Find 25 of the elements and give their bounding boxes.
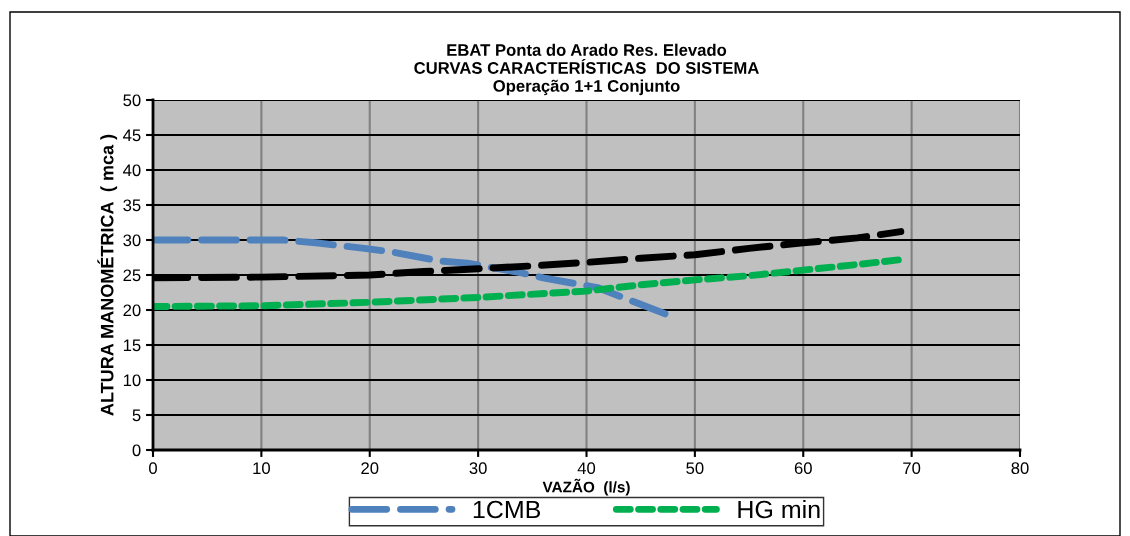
y-tick-label: 35: [123, 199, 141, 212]
y-tick-label: 30: [123, 234, 141, 247]
y-tick-label: 10: [123, 374, 141, 387]
y-tick-label: 15: [123, 339, 141, 352]
x-axis-title: VAZÃO (l/s): [542, 478, 630, 496]
legend-label: HG min: [738, 500, 820, 519]
x-tick-label: 50: [686, 462, 704, 475]
x-tick-label: 60: [794, 462, 812, 475]
x-tick-label: 0: [149, 462, 157, 475]
x-tick-label: 80: [1011, 462, 1029, 475]
y-tick-label: 40: [123, 164, 141, 177]
y-tick-label: 0: [132, 444, 141, 457]
y-tick-label: 20: [123, 304, 141, 317]
x-tick-label: 70: [903, 462, 921, 475]
y-axis-title: ALTURA MANOMÉTRICA ( mca ): [97, 134, 118, 416]
y-tick-label: 50: [123, 94, 141, 107]
y-tick-label: 5: [132, 409, 141, 422]
x-tick-label: 30: [469, 462, 487, 475]
y-tick-label: 25: [123, 269, 141, 282]
x-tick-label: 10: [253, 462, 270, 475]
chart-title: EBAT Ponta do Arado Res. Elevado CURVAS CARACTERÍSTICAS DO SISTEMA Operação 1+1 Conjunto: [414, 43, 759, 96]
x-tick-label: 20: [361, 462, 379, 475]
legend-label: 1CMB: [473, 500, 541, 519]
x-tick-label: 40: [577, 462, 596, 475]
y-tick-label: 45: [123, 129, 141, 142]
